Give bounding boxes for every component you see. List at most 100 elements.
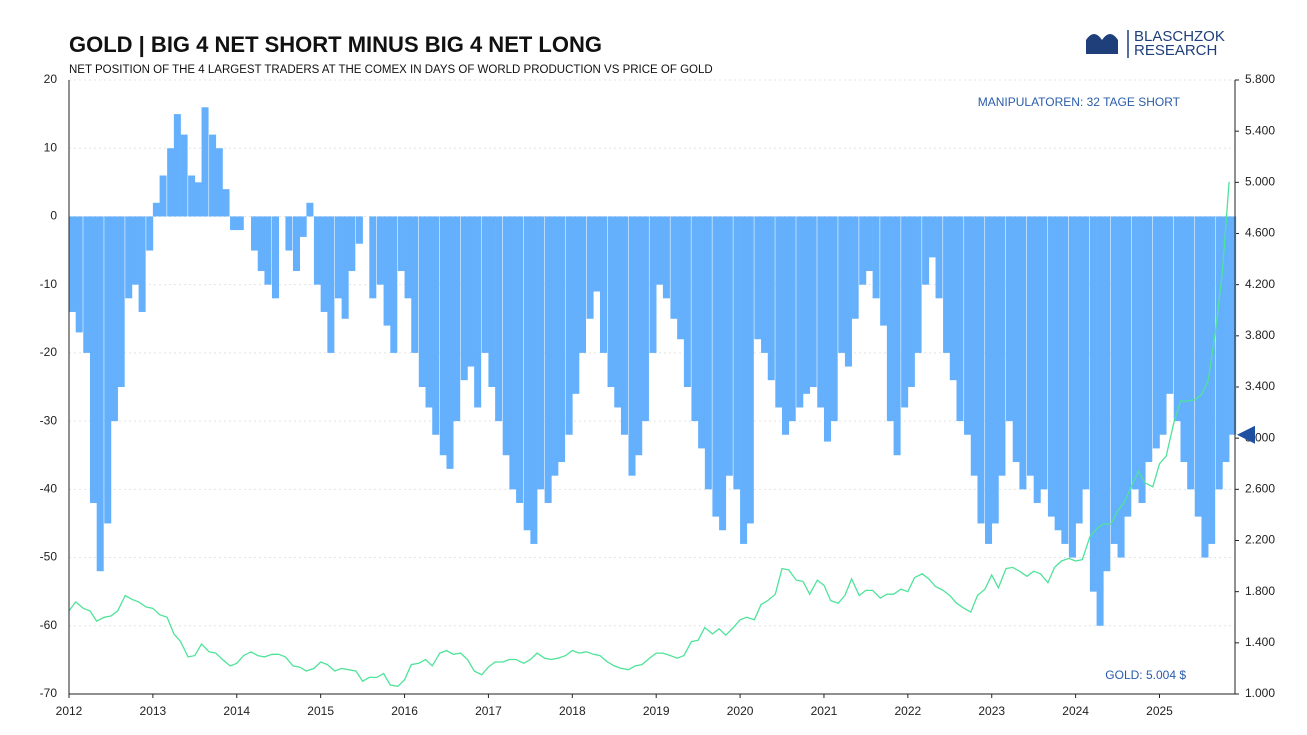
y-tick-label: 10 xyxy=(44,140,58,154)
bar xyxy=(397,216,405,272)
bar xyxy=(334,216,342,299)
bar xyxy=(544,216,552,503)
y-tick-label: -30 xyxy=(40,413,58,427)
bar xyxy=(1033,216,1041,503)
bar xyxy=(495,216,503,422)
bar xyxy=(110,216,118,422)
bar xyxy=(614,216,622,408)
y2-tick-label: 1.800 xyxy=(1245,584,1275,598)
logo: BLASCHZOK RESEARCH xyxy=(1086,28,1225,59)
bar xyxy=(369,216,377,299)
x-tick-label: 2012 xyxy=(56,704,83,718)
y-tick-label: -40 xyxy=(40,482,58,496)
bar xyxy=(1208,216,1216,544)
bar xyxy=(964,216,972,435)
bar xyxy=(292,216,300,272)
bar xyxy=(1005,216,1014,422)
bar xyxy=(1026,216,1034,476)
bar xyxy=(348,216,356,272)
bar xyxy=(138,216,146,312)
bar xyxy=(523,216,531,531)
bar xyxy=(767,216,775,381)
bar xyxy=(320,216,328,312)
bar xyxy=(1173,216,1181,422)
x-tick-label: 2017 xyxy=(475,704,502,718)
x-tick-label: 2025 xyxy=(1146,704,1173,718)
bar xyxy=(698,216,706,449)
bar xyxy=(355,216,363,244)
bar xyxy=(746,216,754,524)
bar xyxy=(1096,216,1104,626)
bar xyxy=(830,216,838,422)
bar xyxy=(1124,216,1132,517)
y2-tick-label: 2.600 xyxy=(1245,482,1275,496)
bar xyxy=(411,216,419,353)
bar xyxy=(844,216,852,367)
bar xyxy=(802,216,811,394)
bar xyxy=(1019,216,1027,490)
bar xyxy=(96,216,104,572)
bar xyxy=(1089,216,1097,592)
y2-tick-label: 1.400 xyxy=(1245,635,1275,649)
bar xyxy=(775,216,783,408)
annotation: MANIPULATOREN: 32 TAGE SHORT xyxy=(978,95,1181,109)
bar xyxy=(593,216,601,292)
bar xyxy=(418,216,426,387)
bar xyxy=(376,216,384,285)
bar xyxy=(194,182,202,217)
bar xyxy=(823,216,831,442)
bar xyxy=(607,216,615,387)
bar xyxy=(670,216,678,319)
bar xyxy=(725,216,733,476)
bar xyxy=(641,216,649,422)
bar xyxy=(1131,216,1139,490)
bar xyxy=(740,216,748,544)
y2-tick-label: 2.200 xyxy=(1245,533,1275,547)
bar xyxy=(985,216,993,544)
bar xyxy=(719,216,727,531)
bar xyxy=(977,216,985,524)
bar xyxy=(704,216,712,490)
bar xyxy=(1159,216,1167,435)
bar xyxy=(998,216,1006,476)
bar xyxy=(75,216,83,333)
x-tick-label: 2020 xyxy=(727,704,754,718)
bar xyxy=(104,216,112,524)
bar xyxy=(788,216,796,422)
logo-text: BLASCHZOK xyxy=(1134,28,1225,45)
bar xyxy=(1110,216,1118,544)
bar xyxy=(516,216,524,503)
bar xyxy=(272,216,280,299)
bar xyxy=(188,175,196,217)
bar xyxy=(236,216,244,231)
bar xyxy=(886,216,894,422)
bar xyxy=(1040,216,1048,490)
bar xyxy=(922,216,930,285)
bar xyxy=(1180,216,1188,463)
line xyxy=(68,181,1230,687)
bar xyxy=(662,216,670,299)
bar xyxy=(1215,216,1223,490)
bar xyxy=(838,216,846,353)
bar xyxy=(809,216,817,387)
y2-tick-label: 5.800 xyxy=(1245,72,1275,86)
bar xyxy=(572,216,580,394)
x-tick-label: 2013 xyxy=(140,704,167,718)
bar xyxy=(152,202,160,217)
bar xyxy=(83,216,91,353)
bar xyxy=(1194,216,1202,517)
bar xyxy=(628,216,636,476)
bar xyxy=(230,216,238,231)
bar xyxy=(390,216,398,353)
bar xyxy=(761,216,769,353)
bar xyxy=(460,216,468,381)
y2-tick-label: 1.000 xyxy=(1245,686,1275,700)
bar xyxy=(558,216,566,463)
logo-text: RESEARCH xyxy=(1134,42,1217,59)
bar xyxy=(1012,216,1020,463)
y2-tick-label: 4.600 xyxy=(1245,226,1275,240)
bar xyxy=(146,216,154,251)
bar xyxy=(383,216,391,326)
bar xyxy=(159,175,167,217)
y2-tick-label: 3.800 xyxy=(1245,328,1275,342)
